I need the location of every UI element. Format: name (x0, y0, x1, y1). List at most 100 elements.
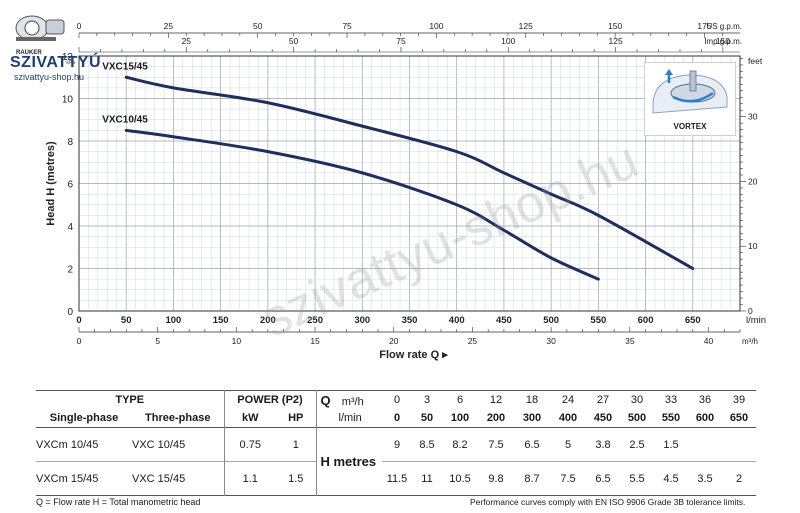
h-cell: 9.8 (488, 472, 504, 485)
h-cell: 1.5 (663, 438, 679, 451)
top-tick-label-imp: 75 (396, 36, 406, 46)
h-cell: 11.5 (386, 472, 408, 485)
q-lmin-cell: 50 (420, 412, 434, 424)
q-m3h-cell: 3 (423, 394, 431, 406)
q-lmin-cell: 600 (695, 412, 715, 424)
x-tick-label-m3h: 25 (468, 336, 478, 346)
row-hp: 1.5 (288, 472, 304, 485)
brand-logo: RAUKER SZIVATTYÚ szivattyu-shop.hu (4, 10, 102, 82)
top-tick-label-imp: 150 (716, 36, 730, 46)
h-cell (688, 428, 722, 462)
y-tick-label: 0 (67, 307, 73, 318)
right-unit-feet: feet (748, 56, 763, 66)
q-lmin-cell: 650 (729, 412, 749, 424)
series-line-vxc10-45 (124, 128, 600, 281)
single-phase-header: Single-phase (49, 412, 119, 424)
top-unit-imp: Imp g.p.m. (704, 37, 742, 46)
q-label: Q (320, 392, 331, 408)
top-tick-label-us: 50 (253, 21, 263, 31)
x-axis-label: Flow rate Q ▸ (379, 349, 448, 361)
top-tick-label-us: 0 (77, 21, 82, 31)
h-cell: 8.2 (452, 438, 468, 451)
q-m3h-cell: 33 (664, 394, 678, 406)
q-m3h-cell: 27 (596, 394, 610, 406)
top-tick-label-imp: 100 (501, 36, 515, 46)
y-tick-label: 4 (67, 222, 73, 233)
h-cell: 6.5 (524, 438, 540, 451)
h-cell: 7.5 (488, 438, 504, 451)
y-tick-label: 10 (62, 95, 74, 106)
logo-brand-text: SZIVATTYÚ (10, 54, 102, 71)
series-label: VXC15/45 (102, 61, 148, 72)
y-axis-label: Head H (metres) (45, 141, 57, 226)
x-tick-label-lmin: 650 (685, 315, 701, 326)
q-lmin-cell: 200 (486, 412, 506, 424)
right-tick-label-feet: 20 (748, 176, 758, 186)
footer-compliance: Performance curves comply with EN ISO 99… (470, 497, 746, 507)
top-unit-us: US g.p.m. (706, 22, 742, 31)
top-tick-label-us: 25 (164, 21, 174, 31)
right-tick-label-feet: 0 (748, 306, 753, 316)
y-tick-label: 6 (67, 180, 73, 191)
logo-small-text: RAUKER (16, 50, 42, 56)
series-line-vxc15-45 (124, 75, 695, 270)
x-tick-label-lmin: 100 (165, 315, 181, 326)
kw-header: kW (223, 409, 276, 428)
q-m3h-cell: 6 (456, 394, 464, 406)
q-m3h-cell: 12 (489, 394, 503, 406)
x-tick-label-m3h: 30 (546, 336, 556, 346)
x-tick-label-m3h: 0 (77, 336, 82, 346)
h-cell: 6.5 (595, 472, 611, 485)
q-lmin-cell: 300 (522, 412, 542, 424)
top-tick-label-us: 175 (697, 21, 711, 31)
top-tick-label-imp: 25 (182, 36, 192, 46)
pump-logo-icon (15, 15, 65, 41)
kpa-label: kPa (66, 60, 75, 66)
x-tick-label-lmin: 50 (121, 315, 132, 326)
plot-frame (78, 55, 741, 312)
vortex-impeller-box: VORTEX (644, 62, 736, 136)
y-tick-label: 8 (67, 137, 73, 148)
x-tick-label-lmin: 250 (307, 315, 323, 326)
vortex-impeller-icon (652, 69, 728, 114)
q-lmin-cell: 400 (558, 412, 578, 424)
series-label: VXC10/45 (102, 114, 148, 125)
h-cell: 3.5 (697, 472, 713, 485)
x-unit-m3h: m³/h (742, 337, 758, 346)
q-m3h-cell: 24 (561, 394, 575, 406)
q-m3h-cell: 18 (525, 394, 539, 406)
row-hp: 1 (292, 438, 299, 451)
x-tick-label-lmin: 0 (76, 315, 81, 326)
h-cell: 11 (421, 472, 433, 485)
h-cell: 8.7 (524, 472, 540, 485)
h-cell: 7.5 (560, 472, 576, 485)
x-tick-label-m3h: 10 (232, 336, 242, 346)
row-kw: 1.1 (223, 461, 276, 496)
x-tick-label-m3h: 5 (155, 336, 160, 346)
vortex-label: VORTEX (673, 122, 707, 131)
logo-url-text: szivattyu-shop.hu (14, 72, 85, 82)
row-kw: 0.75 (223, 427, 276, 462)
row-three-phase: VXC 10/45 (132, 438, 186, 451)
h-cell: 2.5 (629, 438, 645, 451)
x-tick-label-lmin: 450 (496, 315, 512, 326)
q-m3h-cell: 36 (698, 394, 712, 406)
x-tick-label-lmin: 300 (354, 315, 370, 326)
x-unit-lmin: l/min (746, 315, 766, 326)
q-lmin-cell: 100 (450, 412, 470, 424)
h-cell: 10.5 (449, 472, 471, 485)
q-unit-lmin: l/min (315, 409, 382, 428)
h-cell: 4.5 (663, 472, 679, 485)
right-tick-label-feet: 10 (748, 241, 758, 251)
x-tick-label-lmin: 550 (590, 315, 606, 326)
type-header: TYPE (115, 394, 145, 406)
h-cell: 9 (393, 438, 401, 451)
q-m3h-cell: 0 (393, 394, 401, 406)
top-tick-label-us: 100 (429, 21, 443, 31)
x-tick-label-lmin: 500 (543, 315, 559, 326)
performance-table: TYPE POWER (P2) Q m³/h 0 3 6 12 18 24 27… (36, 390, 756, 496)
x-tick-label-lmin: 150 (213, 315, 229, 326)
q-lmin-cell: 550 (661, 412, 681, 424)
top-tick-label-us: 125 (519, 21, 533, 31)
